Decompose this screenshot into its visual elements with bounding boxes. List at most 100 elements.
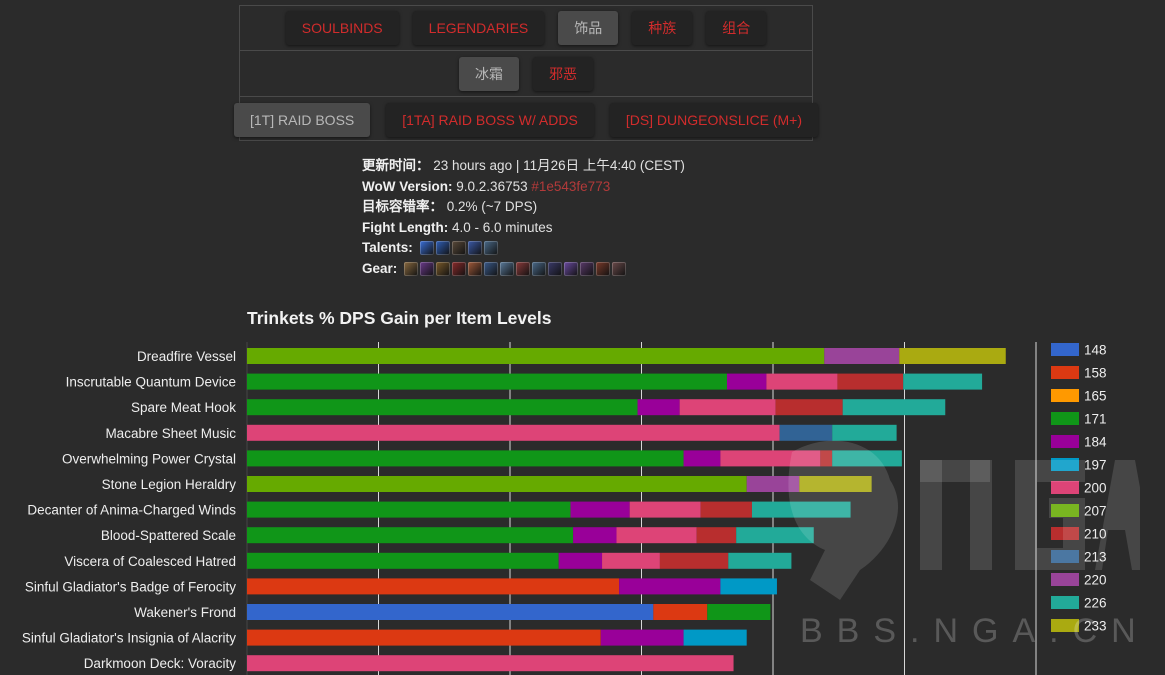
bar-segment-210[interactable] (696, 527, 737, 544)
bar-segment-184[interactable] (558, 552, 603, 569)
talent-icon[interactable] (451, 241, 466, 256)
bar-segment-200[interactable] (679, 399, 776, 416)
bar-segment-207[interactable] (247, 476, 747, 492)
gear-item-icon[interactable] (596, 261, 611, 276)
bar-segment-200[interactable] (629, 501, 701, 518)
bar-segment-158[interactable] (247, 629, 601, 646)
category-label: Stone Legion Heraldry (102, 477, 237, 492)
gear-item-icon[interactable] (404, 261, 419, 276)
category-button-3[interactable]: 饰品 (558, 11, 619, 45)
bar-segment-200[interactable] (720, 450, 821, 467)
legend-swatch (1051, 527, 1079, 540)
version-hash-link[interactable]: #1e543fe773 (531, 178, 611, 194)
bar-segment-200[interactable] (602, 552, 660, 569)
gear-item-icon[interactable] (420, 261, 435, 276)
nav-row-spec: 冰霜 邪恶 (240, 51, 812, 97)
bar-segment-210[interactable] (775, 399, 843, 416)
gear-item-icon[interactable] (580, 261, 595, 276)
bar-segment-226[interactable] (842, 399, 946, 416)
legend-swatch (1051, 458, 1079, 471)
bar-segment-184[interactable] (726, 373, 767, 390)
bar-segment-226[interactable] (751, 501, 851, 518)
bar-segment-210[interactable] (820, 450, 833, 467)
bar-segment-210[interactable] (659, 552, 729, 569)
spec-button-2[interactable]: 邪恶 (533, 56, 593, 91)
bar-segment-210[interactable] (700, 501, 752, 518)
gear-item-icon[interactable] (516, 261, 531, 276)
bar-segment-171[interactable] (247, 552, 559, 569)
bar-segment-226[interactable] (728, 552, 792, 569)
bar-segment-184[interactable] (570, 501, 630, 518)
bar-segment-171[interactable] (247, 373, 727, 390)
gear-item-icon[interactable] (468, 261, 483, 276)
fight-button-2[interactable]: [1TA] RAID BOSS W/ ADDS (386, 102, 594, 137)
bar-segment-171[interactable] (247, 399, 638, 416)
legend-swatch (1051, 412, 1079, 425)
bar-segment-158[interactable] (247, 578, 620, 595)
bar-segment-200[interactable] (247, 655, 734, 672)
gear-item-icon[interactable] (612, 261, 627, 276)
bar-segment-200[interactable] (766, 373, 838, 390)
spec-button-1[interactable]: 冰霜 (459, 56, 519, 91)
fight-value: 4.0 - 6.0 minutes (452, 219, 553, 235)
gear-item-icon[interactable] (452, 261, 467, 276)
talent-icon[interactable] (483, 241, 498, 256)
legend-swatch (1051, 366, 1079, 379)
bar-segment-200[interactable] (616, 527, 697, 544)
bar-segment-171[interactable] (707, 604, 771, 620)
nav-row-fight: [1T] RAID BOSS [1TA] RAID BOSS W/ ADDS [DS… (234, 97, 819, 142)
gear-key: Gear: (362, 260, 398, 276)
gear-item-icon[interactable] (548, 261, 563, 276)
bar-segment-226[interactable] (832, 450, 902, 467)
bar-segment-220[interactable] (746, 476, 800, 492)
bar-segment-226[interactable] (832, 424, 897, 441)
bar-segment-207[interactable] (247, 348, 825, 364)
bar-segment-184[interactable] (573, 527, 617, 544)
bar-segment-233[interactable] (799, 476, 872, 492)
gear-item-icon[interactable] (500, 261, 515, 276)
bar-segment-226[interactable] (903, 373, 983, 390)
legend-swatch (1051, 481, 1079, 494)
bar-segment-197[interactable] (720, 578, 777, 595)
fight-button-3[interactable]: [DS] DUNGEONSLICE (M+) (609, 102, 819, 137)
bar-segment-226[interactable] (736, 527, 814, 544)
bar-segment-210[interactable] (837, 373, 904, 390)
category-button-1[interactable]: SOULBINDS (285, 11, 399, 45)
talent-icon[interactable] (419, 241, 434, 256)
bar-segment-184[interactable] (619, 578, 721, 595)
legend-swatch (1051, 573, 1079, 586)
fight-button-1[interactable]: [1T] RAID BOSS (234, 102, 371, 137)
gear-item-icon[interactable] (484, 261, 499, 276)
bar-segment-171[interactable] (247, 450, 684, 467)
gear-line: Gear: (362, 259, 685, 280)
legend-label: 165 (1084, 389, 1107, 404)
bar-segment-184[interactable] (683, 450, 721, 467)
chart-title: Trinkets % DPS Gain per Item Levels (247, 308, 552, 328)
talent-icon[interactable] (435, 241, 450, 256)
bar-segment-184[interactable] (600, 629, 684, 646)
gear-item-icon[interactable] (436, 261, 451, 276)
bar-segment-220[interactable] (824, 348, 900, 364)
gear-item-icon[interactable] (532, 261, 547, 276)
legend-swatch (1051, 504, 1079, 517)
category-label: Inscrutable Quantum Device (66, 375, 236, 390)
legend-swatch (1051, 550, 1079, 563)
bar-segment-200[interactable] (247, 424, 780, 441)
category-button-2[interactable]: LEGENDARIES (412, 11, 545, 45)
talents-key: Talents: (362, 240, 413, 255)
bar-segment-171[interactable] (247, 501, 571, 518)
version-key: WoW Version: (362, 178, 453, 194)
category-label: Macabre Sheet Music (105, 426, 236, 441)
bar-segment-233[interactable] (899, 348, 1006, 364)
category-button-4[interactable]: 种族 (632, 11, 693, 45)
bar-segment-197[interactable] (683, 629, 747, 646)
gear-item-icon[interactable] (564, 261, 579, 276)
bar-segment-148[interactable] (247, 604, 654, 620)
bar-segment-184[interactable] (637, 399, 680, 416)
legend-label: 210 (1084, 527, 1107, 542)
talent-icon[interactable] (467, 241, 482, 256)
bar-segment-171[interactable] (247, 527, 574, 544)
bar-segment-158[interactable] (653, 604, 708, 620)
bar-segment-213[interactable] (779, 424, 833, 441)
category-button-5[interactable]: 组合 (706, 11, 767, 45)
